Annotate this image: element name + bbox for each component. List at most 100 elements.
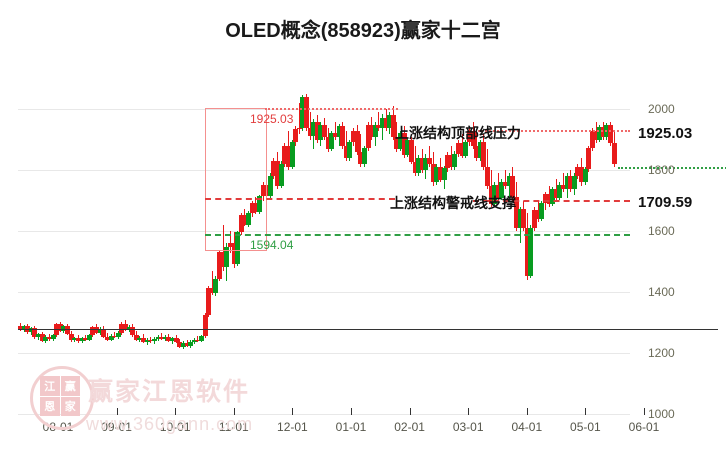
candlestick [412,85,418,414]
candle-body [285,145,291,167]
y-axis-tick-label: 1000 [648,407,675,421]
candlestick [227,85,233,414]
candlestick [532,85,538,414]
candlestick [484,85,490,414]
candle-body [278,163,284,186]
candlestick [358,85,364,414]
candlestick [318,85,324,414]
candle-body [86,335,92,340]
candle-body [571,175,577,189]
candlestick [517,85,523,414]
candlestick [586,85,592,414]
candlestick [170,85,176,414]
candlestick [488,85,494,414]
candlestick [568,85,574,414]
candlestick [137,85,143,414]
candlestick [173,85,179,414]
candlestick [195,85,201,414]
candle-body [561,184,566,189]
candlestick [285,85,291,414]
candle-body [224,247,230,268]
candle-body [119,323,125,333]
candle-body [383,117,389,128]
candle-body [271,160,277,176]
resistance-line-left [265,108,398,110]
gridline [18,414,630,415]
y-axis-tick-label: 1200 [648,346,675,361]
candlestick [267,85,273,414]
candle-body [115,332,121,338]
candle-wick [197,336,199,343]
candle-wick [309,112,311,140]
candlestick [365,85,371,414]
x-axis-tick [585,408,587,415]
candle-body [506,175,512,186]
candle-body [220,251,226,268]
candlestick [28,85,34,414]
candle-body [235,232,241,265]
candlestick [513,85,519,414]
candle-body [144,339,150,343]
candle-body [72,337,78,341]
candlestick [242,85,248,414]
x-axis-tick-label: 06-01 [628,420,660,434]
candle-body [568,175,574,189]
candle-body [332,133,338,137]
candlestick [314,85,320,414]
candlestick [104,85,110,414]
candle-body [122,323,128,330]
candle-body [408,140,414,162]
x-axis-tick-label: 05-01 [570,420,601,434]
candlestick [380,85,385,414]
gann-box [205,108,267,251]
candle-body [159,336,165,340]
candle-body [180,342,186,347]
candle-body [303,97,309,128]
candle-body [325,137,331,149]
candle-body [369,124,375,137]
candle-body [137,337,143,341]
candle-body [390,115,396,137]
y-axis-tick-label: 1800 [648,163,675,178]
candlestick [191,85,197,414]
x-axis-tick-label: 02-01 [394,420,425,434]
candle-body [441,168,447,181]
candle-body [532,209,538,228]
x-axis-tick [116,408,118,415]
candle-body [398,133,404,149]
candlestick [474,85,480,414]
candle-body [90,327,96,336]
candle-body [104,336,110,340]
candlestick [271,85,277,414]
candlestick [535,85,541,414]
gridline [18,170,630,172]
candlestick [209,85,215,414]
candlestick [506,85,512,414]
candle-body [191,340,197,343]
candlestick [68,85,74,414]
support-line-left [205,198,395,200]
candle-body [275,160,281,186]
candle-body [311,122,317,137]
resistance-price-callout: 1925.03 [638,125,693,142]
y-axis-tick-label: 1600 [648,224,675,239]
candle-body [170,338,176,341]
candlestick [159,85,165,414]
candlestick [112,85,118,414]
candle-body [231,242,237,265]
candle-body [380,117,385,128]
x-axis-tick-label: 12-01 [277,420,308,434]
candlestick [351,85,357,414]
candle-body [499,181,505,198]
candlestick [423,85,429,414]
candlestick [188,85,194,414]
candlestick [477,85,483,414]
candlestick [416,85,422,414]
box-top-value-label: 1925.03 [250,112,294,126]
candlestick [336,85,342,414]
candle-body [307,127,313,137]
candle-body [293,128,299,143]
candlestick [398,85,404,414]
candlestick [561,85,566,414]
candlestick [275,85,281,414]
